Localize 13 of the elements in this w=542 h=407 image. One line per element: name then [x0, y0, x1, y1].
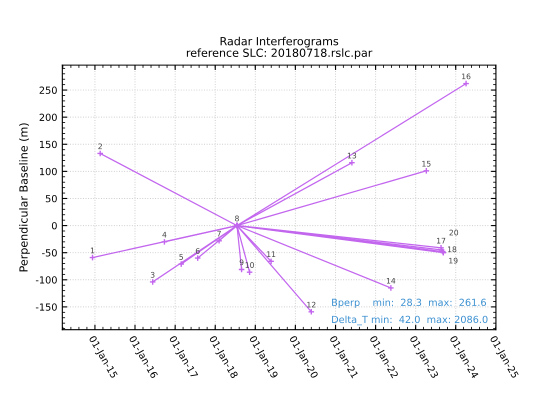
y-tick-label: 250: [40, 86, 57, 94]
y-tick-label: 150: [40, 140, 57, 148]
y-tick-label: 200: [40, 114, 57, 121]
y-tick-label: 100: [40, 168, 57, 176]
annotation: Delta_T min: 42.0 max: 2086.0: [332, 316, 488, 326]
y-axis-title: Perpendicular Baseline (m): [19, 123, 30, 272]
annotation: Bperp min: 28.3 max: 261.6: [332, 298, 486, 308]
y-tick-label: 50: [46, 194, 57, 202]
y-tick-label: -150: [36, 303, 57, 311]
y-tick-label: 0: [52, 222, 57, 230]
y-tick-label: -50: [42, 249, 57, 257]
y-tick-label: -100: [36, 276, 57, 284]
chart-title: Radar Interferograms reference SLC: 20180718.rslc.par: [186, 36, 372, 60]
